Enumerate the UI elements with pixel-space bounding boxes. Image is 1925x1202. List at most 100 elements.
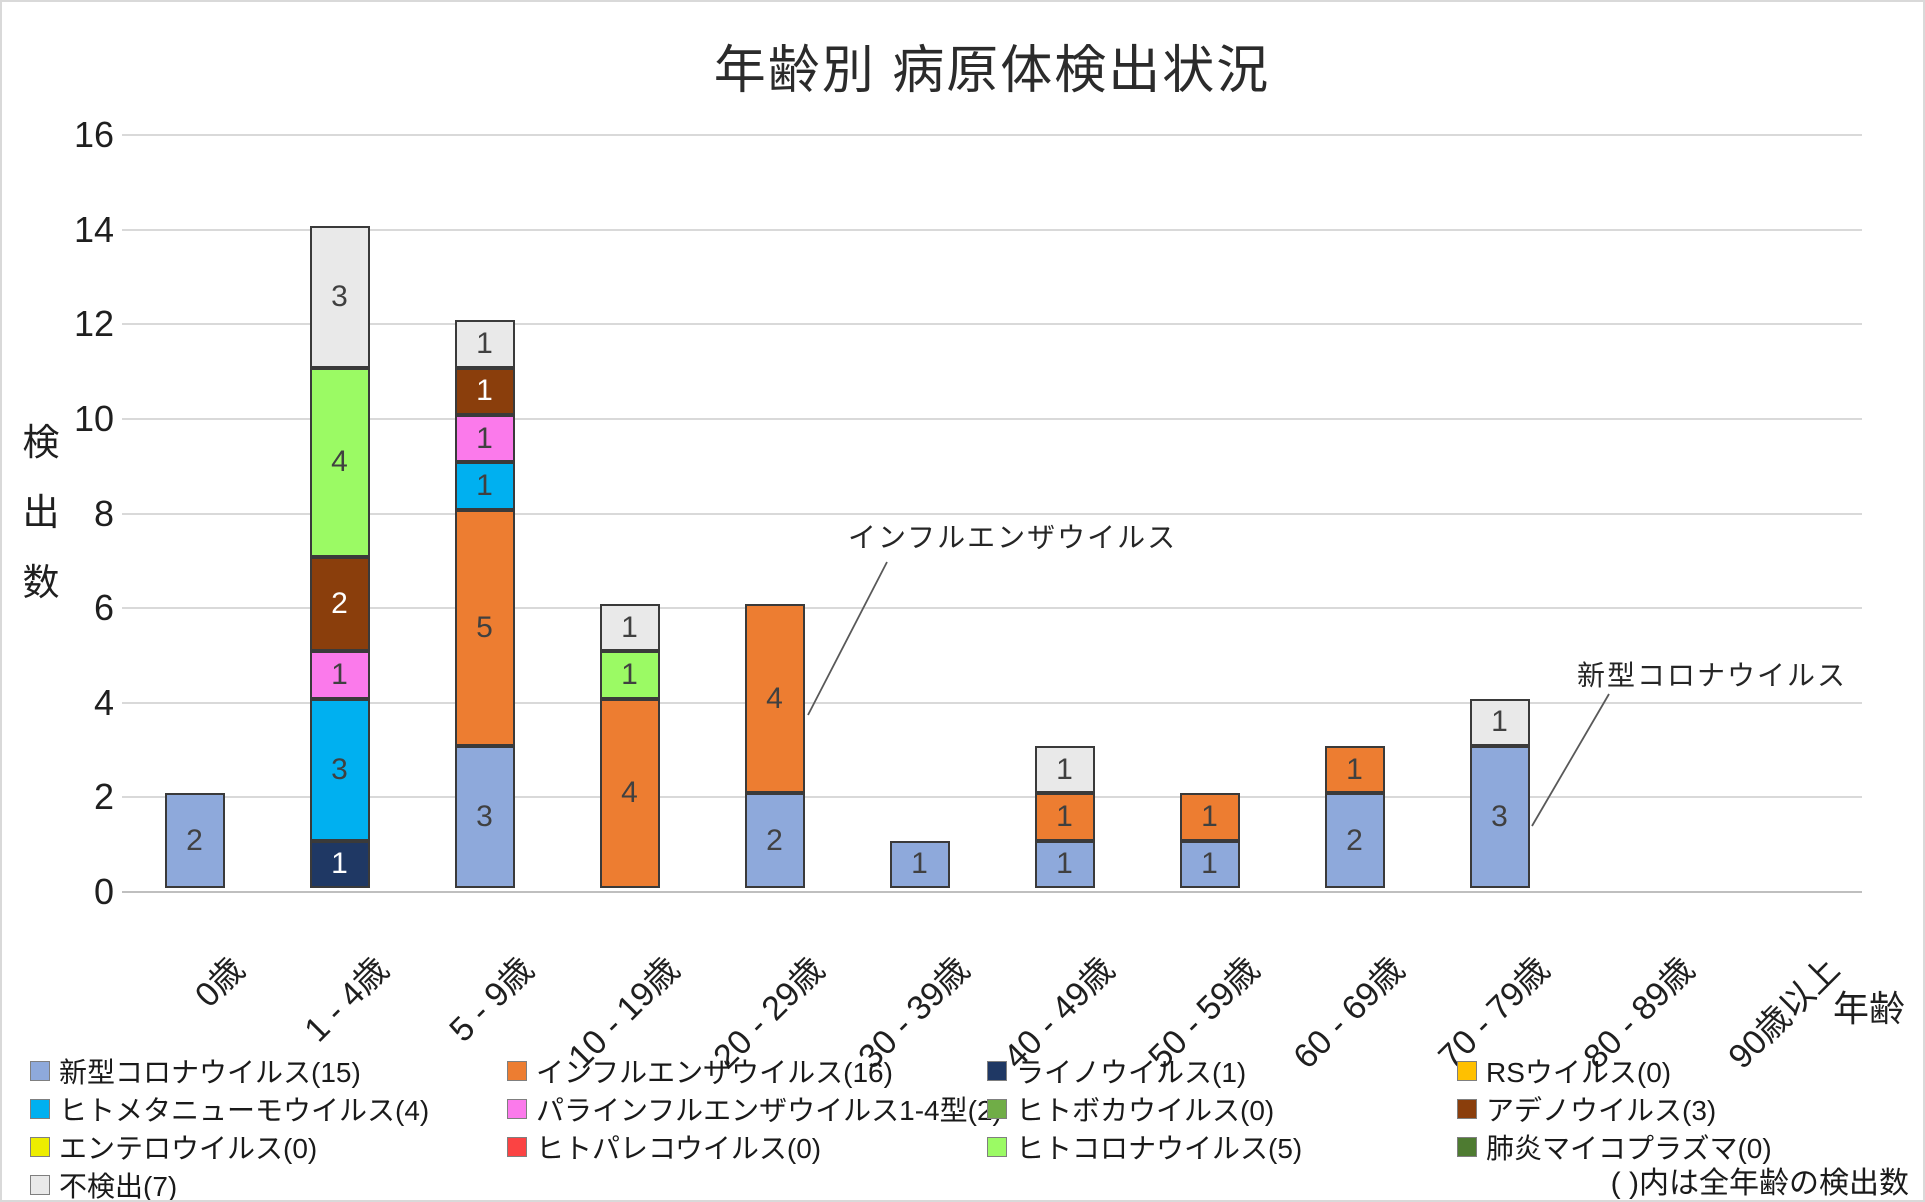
legend-item: 不検出(7) <box>30 1170 177 1200</box>
legend-label: エンテロウイルス(0) <box>59 1133 318 1164</box>
legend-swatch <box>987 1099 1007 1119</box>
legend-item: 肺炎マイコプラズマ(0) <box>1457 1132 1772 1164</box>
legend-label: ヒトコロナウイルス(5) <box>1016 1133 1303 1164</box>
bar-segment: 1 <box>599 651 660 699</box>
gridline <box>122 134 1862 136</box>
gridline <box>122 228 1862 231</box>
legend-item: インフルエンザウイルス(16) <box>507 1056 893 1088</box>
x-axis-title: 年齢 <box>1833 988 1906 1029</box>
annotation-leader-line <box>1531 693 1610 827</box>
y-tick-label: 2 <box>93 776 114 818</box>
bar-segment: 3 <box>1469 746 1530 888</box>
y-axis-title-char: 出 <box>22 492 60 533</box>
legend-footnote: ( )内は全年齢の検出数 <box>1610 1167 1909 1200</box>
y-tick-label: 4 <box>93 681 114 723</box>
x-tick-label: 1 - 4歳 <box>297 950 397 1050</box>
y-tick-label: 12 <box>73 303 114 345</box>
legend-label: ライノウイルス(1) <box>1016 1057 1247 1088</box>
bar-segment: 1 <box>1179 793 1240 841</box>
bar-segment: 1 <box>454 367 515 415</box>
bar-segment: 4 <box>309 367 370 557</box>
gridline <box>122 323 1862 326</box>
legend-item: 新型コロナウイルス(15) <box>30 1056 361 1088</box>
y-tick-label: 16 <box>73 114 114 155</box>
legend-label: RSウイルス(0) <box>1486 1057 1672 1088</box>
bar-segment: 1 <box>1324 746 1385 794</box>
bar-segment: 5 <box>454 509 515 747</box>
y-tick-label: 10 <box>73 397 114 439</box>
legend-item: アデノウイルス(3) <box>1457 1094 1716 1126</box>
annotation-label: インフルエンザウイルス <box>848 522 1178 553</box>
gridline <box>122 607 1862 610</box>
bar-segment: 1 <box>1179 840 1240 888</box>
legend-label: ヒトパレコウイルス(0) <box>536 1133 822 1164</box>
gridline <box>122 701 1862 704</box>
y-tick-label: 6 <box>93 587 114 629</box>
legend-swatch <box>1457 1137 1477 1157</box>
y-axis-title-char: 数 <box>22 562 60 603</box>
bar-segment: 1 <box>309 651 370 699</box>
bar-segment: 1 <box>454 414 515 463</box>
legend-swatch <box>987 1137 1007 1157</box>
legend-item: ヒトボカウイルス(0) <box>987 1094 1274 1126</box>
x-tick-label: 90歳以上 <box>1720 950 1847 1077</box>
x-tick-label: 60 - 69歳 <box>1285 950 1412 1077</box>
bar-segment: 1 <box>454 462 515 510</box>
bar-segment: 4 <box>599 698 660 888</box>
legend-label: ヒトメタニューモウイルス(4) <box>59 1095 430 1126</box>
bar-segment: 1 <box>1034 746 1095 794</box>
bar-segment: 1 <box>889 840 950 888</box>
legend-swatch <box>507 1137 527 1157</box>
bar-segment: 4 <box>744 604 805 794</box>
legend-swatch <box>30 1175 50 1195</box>
legend-swatch <box>1457 1061 1477 1081</box>
bar-segment: 1 <box>1469 698 1530 747</box>
legend-item: エンテロウイルス(0) <box>30 1132 317 1164</box>
annotation-leader-line <box>807 561 888 716</box>
bar-segment: 1 <box>454 320 515 368</box>
bar-segment: 3 <box>454 746 515 888</box>
gridline <box>122 796 1862 799</box>
x-tick-label: 5 - 9歳 <box>442 950 542 1050</box>
legend-label: 不検出(7) <box>59 1171 178 1202</box>
legend-item: パラインフルエンザウイルス1-4型(2) <box>507 1094 1002 1126</box>
legend-label: ヒトボカウイルス(0) <box>1016 1095 1275 1126</box>
bar-segment: 3 <box>309 698 370 841</box>
bar-segment: 2 <box>164 793 225 888</box>
y-axis-title: 検出数 <box>19 408 63 618</box>
bar-segment: 1 <box>1034 793 1095 841</box>
legend-item: ライノウイルス(1) <box>987 1056 1246 1088</box>
bar-segment: 1 <box>599 604 660 652</box>
legend-label: パラインフルエンザウイルス1-4型(2) <box>536 1095 1002 1126</box>
chart-title: 年齢別 病原体検出状況 <box>713 42 1271 100</box>
annotation-label: 新型コロナウイルス <box>1577 660 1848 691</box>
x-tick-label: 0歳 <box>187 950 252 1015</box>
x-axis-line <box>122 891 1862 893</box>
legend-item: RSウイルス(0) <box>1457 1056 1671 1088</box>
legend-label: 新型コロナウイルス(15) <box>59 1057 361 1088</box>
legend-item: ヒトコロナウイルス(5) <box>987 1132 1302 1164</box>
bar-segment: 1 <box>1034 840 1095 888</box>
legend-item: ヒトパレコウイルス(0) <box>507 1132 821 1164</box>
legend-item: ヒトメタニューモウイルス(4) <box>30 1094 429 1126</box>
legend-swatch <box>30 1061 50 1081</box>
legend-swatch <box>507 1099 527 1119</box>
y-tick-label: 8 <box>93 492 114 534</box>
legend-swatch <box>30 1137 50 1157</box>
bar-segment: 1 <box>309 840 370 888</box>
legend-swatch <box>987 1061 1007 1081</box>
legend-label: アデノウイルス(3) <box>1486 1095 1717 1126</box>
bar-segment: 2 <box>1324 793 1385 888</box>
bar-segment: 3 <box>309 225 370 368</box>
legend-swatch <box>30 1099 50 1119</box>
legend-swatch <box>1457 1099 1477 1119</box>
bar-segment: 2 <box>744 793 805 888</box>
y-tick-label: 0 <box>93 871 114 912</box>
legend-swatch <box>507 1061 527 1081</box>
legend-label: 肺炎マイコプラズマ(0) <box>1486 1133 1772 1164</box>
bar-segment: 2 <box>309 556 370 652</box>
legend-label: インフルエンザウイルス(16) <box>536 1057 893 1088</box>
y-axis-title-char: 検 <box>22 422 60 463</box>
y-tick-label: 14 <box>73 208 114 250</box>
